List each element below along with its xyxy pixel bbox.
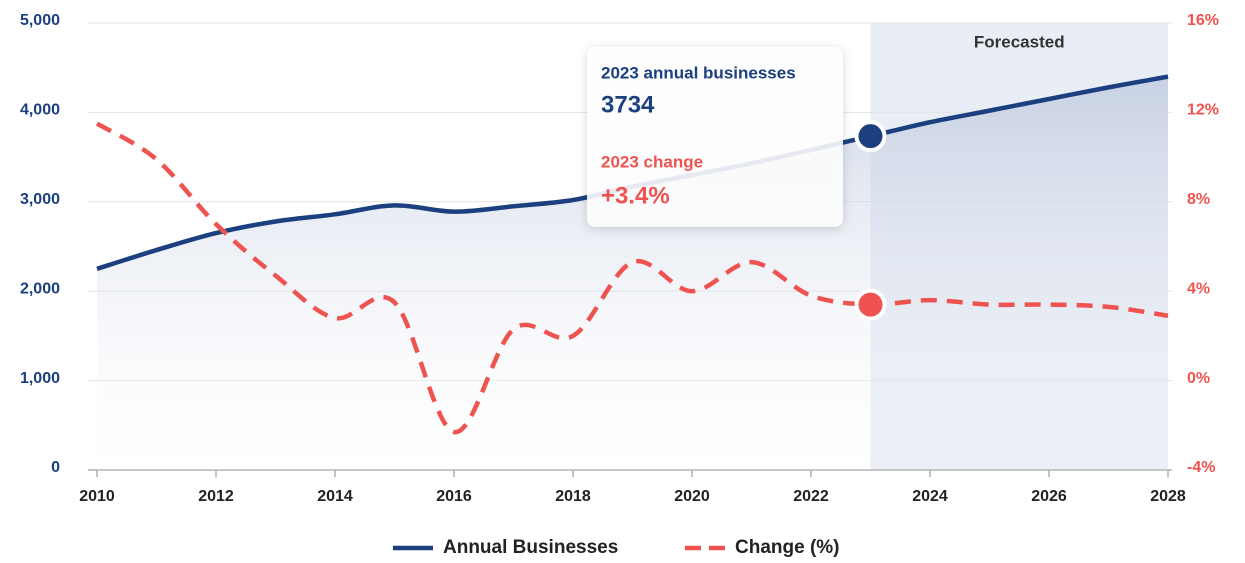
- y2-tick-label: -4%: [1187, 459, 1215, 476]
- x-tick-label: 2020: [674, 488, 710, 505]
- x-tick-label: 2010: [79, 488, 115, 505]
- y-tick-label: 3,000: [20, 191, 60, 208]
- y-tick-label: 0: [51, 459, 60, 476]
- x-tick-label: 2026: [1031, 488, 1067, 505]
- x-tick-label: 2028: [1150, 488, 1186, 505]
- legend-label: Annual Businesses: [443, 537, 618, 558]
- series-line: [95, 121, 1169, 435]
- y2-tick-label: 4%: [1187, 280, 1210, 297]
- y-tick-label: 1,000: [20, 370, 60, 387]
- x-tick-label: 2012: [198, 488, 234, 505]
- y2-tick-label: 12%: [1187, 102, 1219, 119]
- highlight-point: [854, 288, 887, 321]
- tooltip-value: 3734: [601, 91, 655, 118]
- x-tick-label: 2022: [793, 488, 829, 505]
- x-tick-label: 2024: [912, 488, 948, 505]
- y-tick-label: 4,000: [20, 102, 60, 119]
- tooltip: 2023 annual businesses 3734 2023 change +3.…: [587, 47, 843, 227]
- legend-label: Change (%): [735, 537, 840, 558]
- y2-tick-label: 8%: [1187, 191, 1210, 208]
- highlight-point: [854, 120, 887, 153]
- forecast-label: Forecasted: [974, 32, 1065, 51]
- tooltip-change: +3.4%: [601, 182, 670, 209]
- x-tick-label: 2016: [436, 488, 472, 505]
- tooltip-title: 2023 annual businesses: [601, 63, 796, 82]
- y2-tick-label: 16%: [1187, 12, 1219, 29]
- y-tick-label: 2,000: [20, 280, 60, 297]
- y-tick-label: 5,000: [20, 12, 60, 29]
- area: [97, 76, 1168, 470]
- tooltip-change-title: 2023 change: [601, 152, 703, 171]
- tooltip-box: [587, 47, 843, 227]
- x-tick-label: 2014: [317, 488, 353, 505]
- x-tick-label: 2018: [555, 488, 591, 505]
- y2-tick-label: 0%: [1187, 370, 1210, 387]
